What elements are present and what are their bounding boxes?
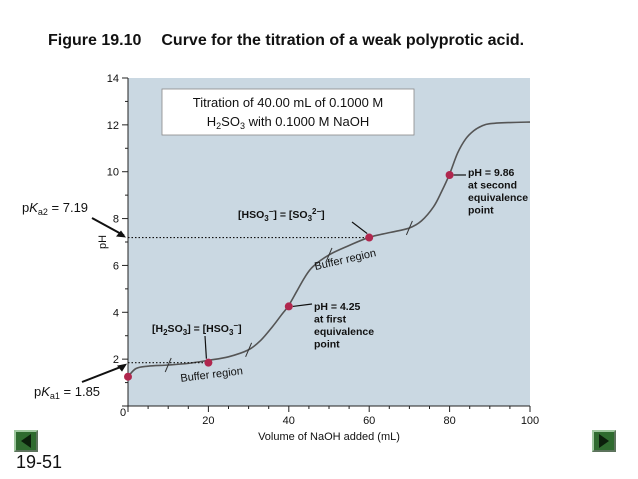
pka1-arrow-line (81, 364, 125, 383)
equivalence-marker (204, 358, 213, 367)
text-run: [ (289, 209, 293, 221)
superscript: − (233, 321, 238, 330)
x-tick-label: 80 (443, 415, 455, 427)
text-run: [ (238, 209, 242, 221)
x-tick-label: 20 (202, 415, 214, 427)
text-run: S (214, 323, 221, 335)
superscript: − (269, 207, 274, 216)
text-run: O (175, 323, 183, 335)
buffer-region-tick (245, 342, 253, 357)
text-run: O (221, 323, 229, 335)
text-run: SO (221, 114, 240, 129)
equivalence-marker (445, 170, 454, 179)
pka1-label: pKa1 = 1.85 (34, 384, 100, 401)
next-slide-button[interactable] (592, 430, 616, 452)
y-tick-label: 12 (107, 120, 119, 132)
subscript: a1 (50, 391, 60, 401)
first-eq-annotation: point (314, 339, 340, 351)
inset-title-box (161, 88, 415, 136)
text-run: p (34, 384, 41, 399)
text-run: = 1.85 (60, 384, 100, 399)
text-run: O (299, 209, 307, 221)
equivalence-marker (365, 233, 374, 242)
y-tick-label: 14 (107, 73, 119, 85)
y-tick-label: 10 (107, 167, 119, 179)
buffer-region-tick (325, 247, 333, 263)
previous-slide-button[interactable] (14, 430, 38, 452)
buffer-region-tick (405, 220, 413, 236)
text-run: S (292, 209, 299, 221)
x-axis-label: Volume of NaOH added (mL) (258, 431, 400, 443)
second-eq-annotation: at second (468, 180, 517, 192)
figure-title: Figure 19.10 Curve for the titration of a… (48, 32, 524, 50)
text-run: [ (203, 323, 207, 335)
text-run: S (249, 209, 256, 221)
slide-number: 19-51 (16, 452, 63, 472)
h2so3-equals-hso3-label: [H2SO3] = [HSO3−] (152, 321, 242, 337)
text-run: H (207, 114, 216, 129)
pka2-label: pKa2 = 7.19 (22, 200, 88, 217)
text-run: 3 (240, 121, 245, 131)
subscript: a2 (38, 207, 48, 217)
hso3-equals-so3-label: [HSO3−] = [SO32−] (238, 207, 325, 223)
y-axis-label: pH (97, 235, 109, 249)
figure-number: Figure 19.10 (48, 32, 142, 49)
origin-tick-label: 0 (120, 407, 126, 419)
pka1-arrow-head (117, 363, 127, 372)
x-tick-label: 40 (283, 415, 295, 427)
subscript: 3 (183, 328, 188, 337)
subscript: 2 (163, 328, 168, 337)
text-run: = 7.19 (48, 200, 88, 215)
x-tick-label: 100 (521, 415, 539, 427)
text-run: O (256, 209, 264, 221)
text-run: H (206, 323, 214, 335)
subscript: 3 (229, 328, 234, 337)
y-tick-label: 8 (113, 214, 119, 226)
text-run: H (156, 323, 164, 335)
arrow-left-icon (21, 434, 31, 448)
text-run: S (168, 323, 175, 335)
subscript: 3 (308, 214, 313, 223)
first-eq-annotation: equivalence (314, 326, 374, 338)
text-run: ] (321, 209, 325, 221)
figure-caption: Curve for the titration of a weak polypr… (161, 32, 525, 49)
superscript: 2− (312, 207, 321, 216)
first-eq-leader (292, 303, 313, 308)
second-eq-annotation: pH = 9.86 (468, 167, 515, 179)
arrow-right-icon (599, 434, 609, 448)
pka2-arrow-line (91, 217, 125, 237)
text-run: ] (238, 323, 242, 335)
first-eq-annotation: pH = 4.25 (314, 301, 361, 313)
h2so3-leader (204, 335, 207, 359)
first-eq-annotation: at first (314, 314, 347, 326)
text-run: with 0.1000 M NaOH (245, 114, 369, 129)
pka2-arrow-head (116, 230, 126, 238)
text-run: H (242, 209, 250, 221)
equivalence-marker (284, 302, 293, 311)
y-tick-label: 6 (113, 260, 119, 272)
second-eq-annotation: point (468, 205, 494, 217)
text-run: ] (273, 209, 277, 221)
text-run: p (22, 200, 29, 215)
text-run: = (194, 323, 200, 335)
buffer-region-tick (164, 357, 172, 373)
text-run: K (29, 200, 39, 215)
text-run: K (41, 384, 51, 399)
y-tick-label: 2 (113, 354, 119, 366)
text-run: = (280, 209, 286, 221)
text-run: 2 (216, 121, 221, 131)
subscript: 3 (264, 214, 269, 223)
second-eq-annotation: equivalence (468, 192, 528, 204)
x-tick-label: 60 (363, 415, 375, 427)
equivalence-marker (124, 372, 132, 381)
text-run: ] (187, 323, 191, 335)
inset-title-line-2: H2SO3 with 0.1000 M NaOH (207, 114, 370, 131)
text-run: [ (152, 323, 156, 335)
hso3-leader (351, 221, 368, 235)
y-tick-label: 4 (113, 307, 119, 319)
inset-title-line-1: Titration of 40.00 mL of 0.1000 M (193, 95, 384, 110)
